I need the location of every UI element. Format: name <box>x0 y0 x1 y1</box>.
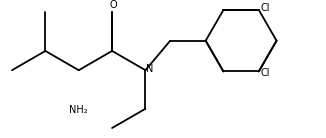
Text: Cl: Cl <box>261 3 270 13</box>
Text: NH₂: NH₂ <box>69 105 88 115</box>
Text: O: O <box>109 0 117 10</box>
Text: Cl: Cl <box>261 68 270 78</box>
Text: N: N <box>146 64 154 74</box>
